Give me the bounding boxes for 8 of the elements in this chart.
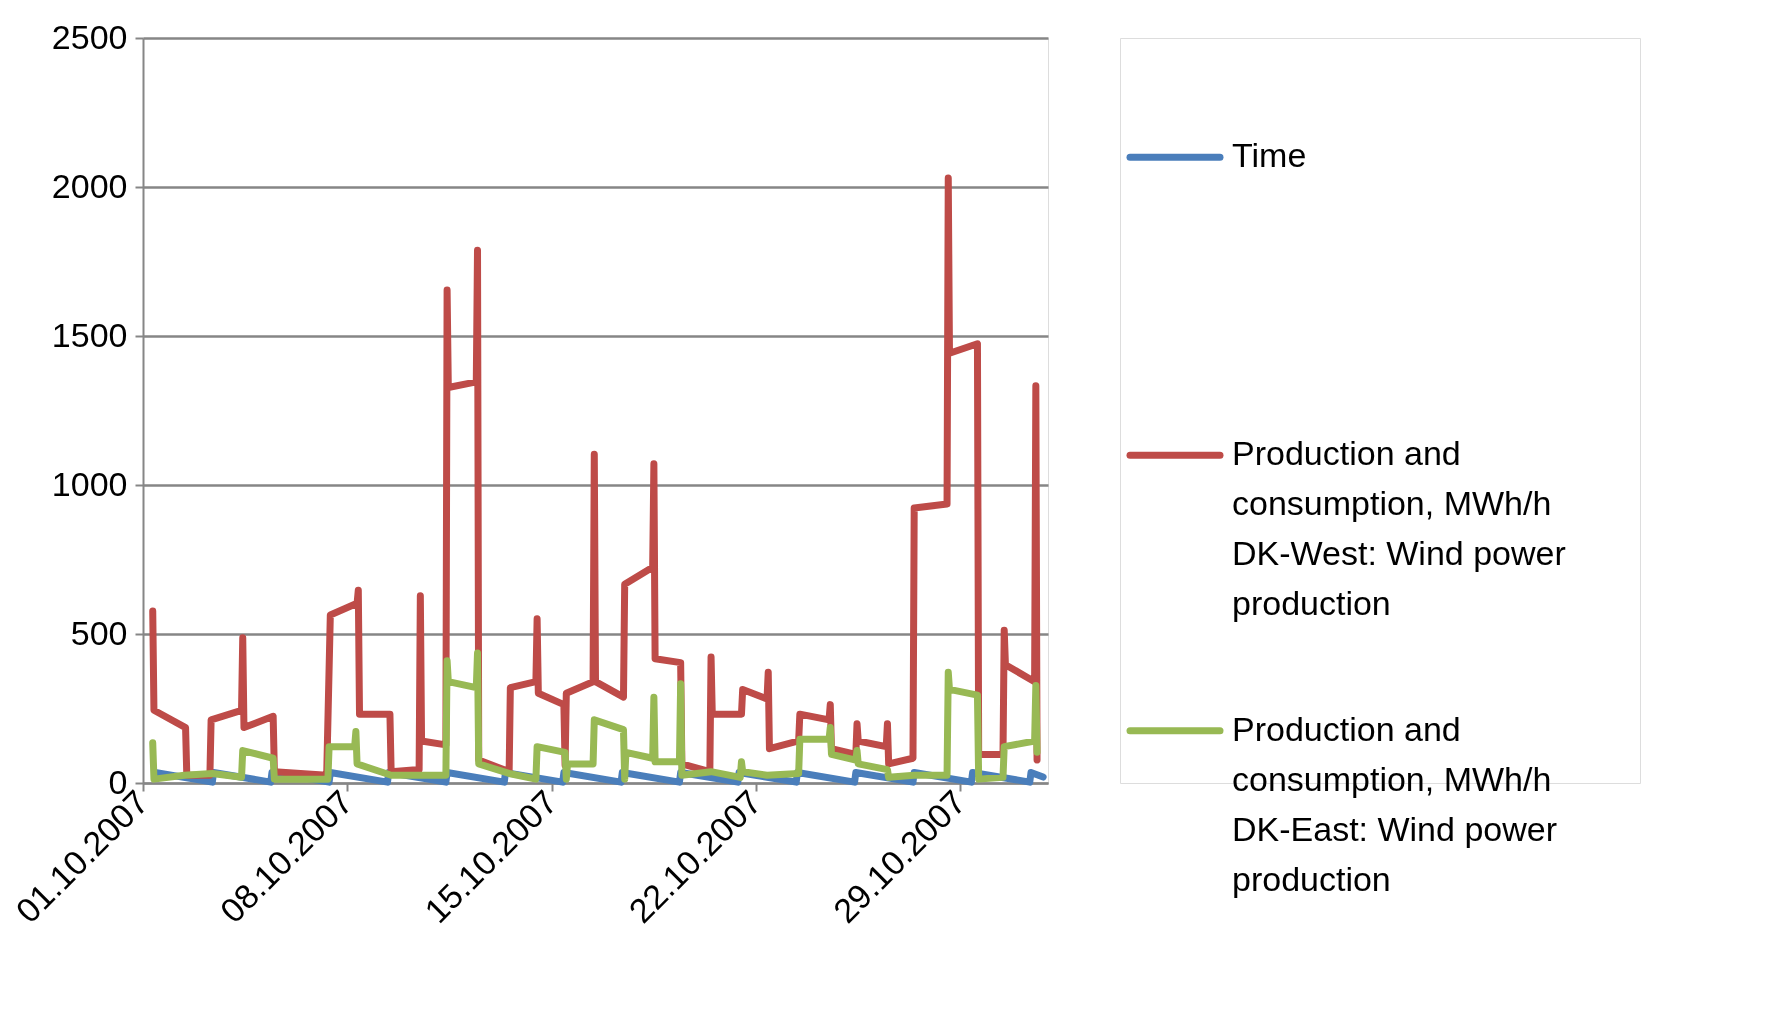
y-tick-label: 2000 [51,166,128,205]
y-tick-label: 1000 [51,464,128,503]
legend-label: Production and consumption, MWh/h DK-West: Wind power production [1232,434,1566,623]
y-tick-label: 500 [70,613,128,652]
y-tick-label: 1500 [51,315,128,354]
y-tick-label: 2500 [51,17,128,56]
legend-label: Production and consumption, MWh/h DK-East: Wind power production [1232,709,1557,898]
legend-label: Time [1232,136,1307,175]
